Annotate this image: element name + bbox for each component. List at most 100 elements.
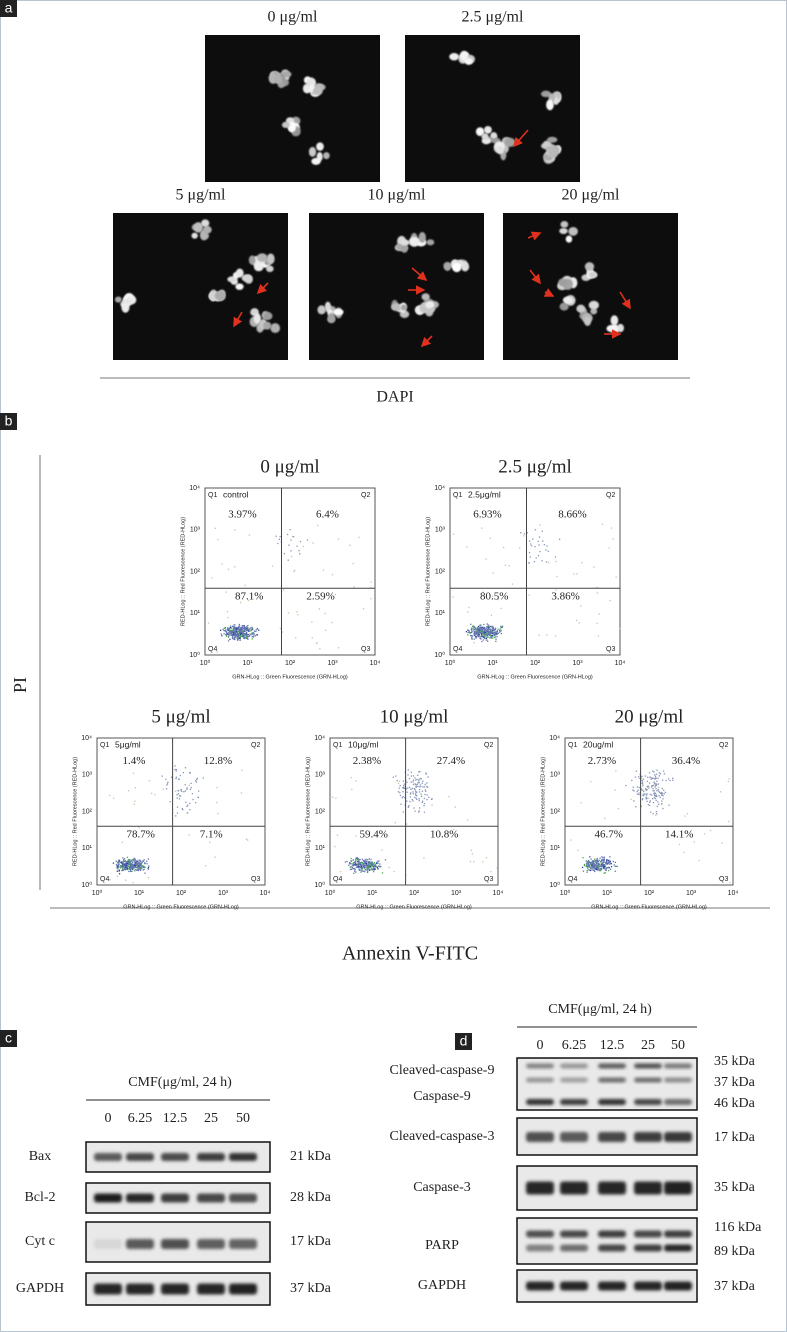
event-dot [229, 632, 232, 634]
event-dot [596, 592, 598, 594]
event-dot [402, 791, 404, 793]
event-dot [127, 864, 129, 866]
event-dot [244, 628, 246, 630]
event-dot [576, 573, 578, 575]
lane-label: 50 [236, 1111, 250, 1126]
band [634, 1181, 662, 1195]
event-dot [638, 793, 640, 795]
panel-label-box [0, 0, 17, 17]
protein-name: GAPDH [418, 1278, 466, 1293]
event-dot [609, 856, 611, 858]
event-dot [116, 861, 119, 864]
event-dot [448, 795, 450, 798]
event-dot [580, 802, 582, 804]
event-dot [228, 635, 230, 637]
event-dot [653, 794, 656, 797]
event-dot [653, 797, 655, 799]
event-dot [331, 574, 334, 576]
event-dot [487, 624, 489, 626]
event-dot [484, 634, 486, 636]
event-dot [601, 523, 603, 525]
event-dot [136, 869, 138, 871]
y-tick-label: 10¹ [190, 610, 201, 617]
band [229, 1193, 257, 1203]
event-dot [523, 535, 525, 537]
event-dot [247, 633, 249, 636]
event-dot [603, 861, 605, 863]
event-dot [211, 577, 213, 579]
event-dot [232, 630, 234, 633]
event-dot [597, 867, 600, 869]
nucleus [263, 312, 273, 321]
band [560, 1244, 588, 1252]
event-dot [405, 788, 408, 790]
event-dot [209, 841, 211, 843]
sample-name: 5μg/ml [115, 739, 141, 749]
event-dot [472, 628, 474, 630]
event-dot [484, 630, 486, 632]
event-dot [359, 863, 361, 866]
event-dot [316, 642, 318, 644]
x-axis-title: GRN-HLog :: Green Fluorescence (GRN-HLog… [477, 674, 593, 680]
event-dot [492, 632, 494, 634]
event-dot [233, 626, 236, 629]
event-dot [116, 870, 118, 872]
lane-label: 6.25 [128, 1111, 153, 1126]
event-dot [482, 639, 485, 641]
event-dot [131, 866, 133, 869]
event-dot [498, 631, 501, 633]
event-dot [124, 867, 127, 869]
event-dot [599, 857, 601, 859]
y-tick-label: 10² [550, 808, 561, 815]
event-dot [498, 629, 501, 632]
event-dot [657, 790, 660, 792]
event-dot [485, 639, 487, 641]
nucleus [400, 304, 408, 311]
event-dot [528, 594, 530, 596]
event-dot [492, 637, 494, 639]
event-dot [398, 787, 400, 789]
event-dot [354, 860, 357, 862]
event-dot [481, 640, 483, 643]
event-dot [406, 800, 408, 802]
quadrant-percent: 27.4% [437, 755, 465, 767]
event-dot [476, 630, 478, 632]
event-dot [415, 779, 417, 781]
quadrant-name: Q2 [606, 492, 615, 499]
event-dot [239, 636, 242, 638]
event-dot [493, 631, 495, 634]
event-dot [271, 565, 274, 567]
event-dot [131, 870, 133, 873]
event-dot [138, 863, 141, 866]
event-dot [372, 867, 375, 869]
event-dot [242, 634, 244, 636]
event-dot [185, 801, 187, 803]
event-dot [663, 793, 665, 795]
band [526, 1063, 554, 1069]
x-tick-label: 10⁰ [200, 659, 211, 667]
event-dot [508, 565, 510, 567]
event-dot [728, 820, 730, 823]
nucleus [332, 308, 344, 316]
event-dot [119, 861, 121, 863]
band-size: 35 kDa [714, 1180, 756, 1195]
event-dot [474, 628, 477, 630]
event-dot [361, 864, 363, 866]
nucleus [546, 99, 554, 111]
event-dot [588, 860, 590, 862]
nucleus [475, 127, 485, 137]
nucleus [612, 324, 619, 335]
event-dot [665, 779, 667, 782]
event-dot [143, 868, 145, 870]
event-dot [474, 626, 476, 629]
event-dot [485, 637, 488, 640]
image-title: 2.5 μg/ml [462, 9, 524, 26]
event-dot [249, 633, 251, 635]
sample-name: 20ug/ml [583, 739, 613, 749]
event-dot [590, 867, 592, 870]
event-dot [645, 794, 648, 796]
event-dot [235, 630, 237, 633]
y-tick-label: 10² [82, 808, 93, 815]
nucleus [584, 262, 595, 271]
event-dot [558, 538, 561, 541]
